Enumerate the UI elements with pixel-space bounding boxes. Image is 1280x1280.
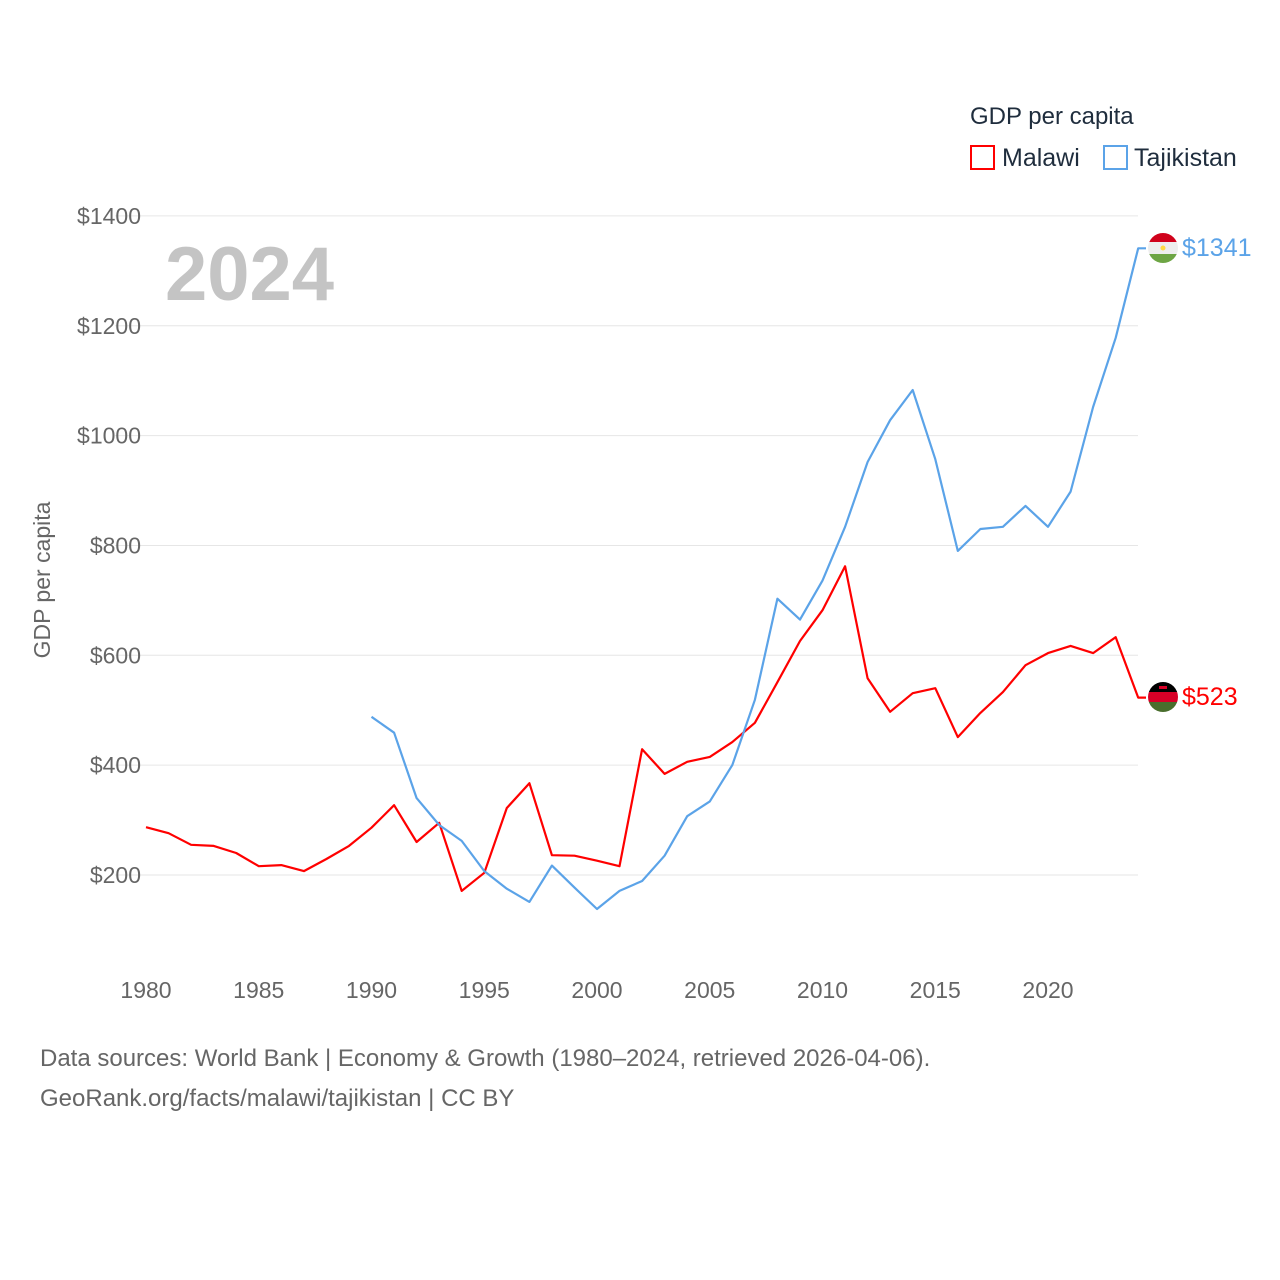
x-tick-label: 2020 <box>1022 977 1073 1003</box>
legend-item-tajikistan[interactable]: Tajikistan <box>1103 144 1237 172</box>
series-line-tajikistan <box>370 247 1146 911</box>
footer-sources: Data sources: World Bank | Economy & Gro… <box>40 1045 931 1072</box>
x-tick-label: 1980 <box>120 977 171 1003</box>
series-line-malawi <box>145 565 1146 893</box>
x-tick-label: 2005 <box>684 977 735 1003</box>
x-tick-label: 2015 <box>910 977 961 1003</box>
legend-swatch-malawi <box>970 145 995 170</box>
x-tick-label: 1995 <box>459 977 510 1003</box>
legend-swatch-tajikistan <box>1103 145 1128 170</box>
x-tick-label: 1990 <box>346 977 397 1003</box>
footer-attribution: GeoRank.org/facts/malawi/tajikistan | CC… <box>40 1085 515 1112</box>
legend-item-malawi[interactable]: Malawi <box>970 144 1080 172</box>
end-value-label-malawi: $523 <box>1182 683 1238 711</box>
malawi-flag-icon <box>1148 682 1178 712</box>
legend-label-tajikistan: Tajikistan <box>1134 144 1237 172</box>
legend-title: GDP per capita <box>970 103 1134 130</box>
y-tick-label: $400 <box>90 752 141 778</box>
x-tick-label: 2010 <box>797 977 848 1003</box>
y-axis-label: GDP per capita <box>29 501 55 658</box>
y-tick-label: $800 <box>90 532 141 558</box>
end-value-label-tajikistan: $1341 <box>1182 234 1252 262</box>
y-tick-label: $200 <box>90 862 141 888</box>
y-tick-label: $1000 <box>77 423 141 449</box>
tajikistan-flag-icon <box>1148 233 1178 263</box>
y-tick-label: $1200 <box>77 313 141 339</box>
x-tick-label: 1985 <box>233 977 284 1003</box>
legend-label-malawi: Malawi <box>1002 144 1080 172</box>
year-label: 2024 <box>165 232 334 317</box>
y-tick-label: $1400 <box>77 203 141 229</box>
x-tick-label: 2000 <box>571 977 622 1003</box>
y-tick-label: $600 <box>90 642 141 668</box>
